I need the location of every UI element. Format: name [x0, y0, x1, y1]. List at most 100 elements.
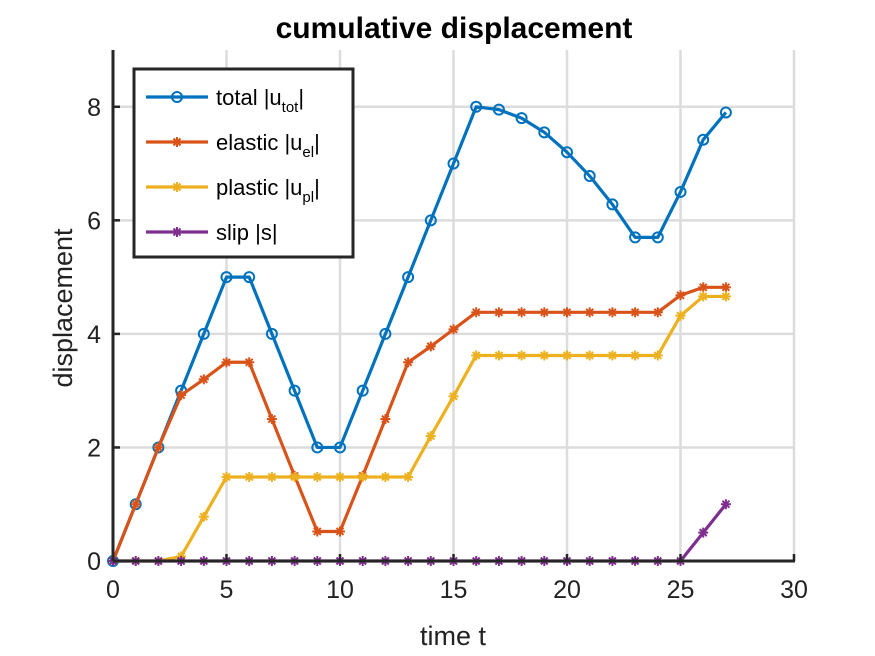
legend-label-2: plastic |upl|	[216, 175, 320, 206]
series-2-point-13	[403, 471, 414, 482]
series-1-point-2	[153, 442, 164, 453]
series-0-point-10	[334, 441, 346, 454]
series-1-point-23	[630, 307, 641, 318]
legend-label-end-1: |	[314, 130, 320, 155]
series-1-point-1	[130, 499, 141, 510]
legend-swatch-marker-3	[172, 227, 182, 237]
series-2-point-11	[357, 471, 368, 482]
series-1-point-12	[380, 414, 391, 425]
legend-box	[132, 67, 355, 259]
series-0-point-18	[515, 112, 528, 125]
legend-label-main-2: plastic |u	[216, 175, 302, 200]
series-0-point-4	[197, 327, 210, 340]
series-0-point-17	[492, 103, 505, 116]
series-1-point-6	[244, 357, 255, 368]
series-2-point-24	[652, 350, 663, 361]
legend-label-main-0: total |u	[216, 85, 282, 110]
series-1-point-21	[584, 307, 595, 318]
series-0-point-20	[561, 146, 573, 159]
series-line-0	[111, 105, 728, 562]
series-0-point-23	[629, 231, 642, 244]
series-1-point-3	[176, 390, 187, 401]
x-tick-label-1: 5	[220, 576, 234, 604]
series-1-point-7	[266, 414, 277, 425]
x-tick-label-5: 25	[667, 576, 695, 604]
series-0-point-19	[538, 126, 551, 139]
series-1-point-17	[493, 307, 504, 318]
series-2-point-7	[266, 471, 277, 482]
legend-item-3: slip |s|	[146, 220, 278, 245]
legend-swatch-marker-0	[171, 91, 183, 103]
legend-item-1: elastic |uel|	[146, 130, 320, 161]
series-2-point-5	[221, 471, 232, 482]
series-3-point-27	[720, 499, 731, 510]
y-tick-label-1: 2	[87, 434, 101, 462]
series-1-point-19	[539, 307, 550, 318]
series-0-point-5	[220, 271, 233, 284]
legend-label-sub-2: pl	[302, 189, 314, 206]
series-0-point-24	[651, 231, 664, 244]
series-1-point-4	[198, 374, 209, 385]
series-0-point-16	[470, 100, 483, 113]
series-0-point-8	[288, 384, 301, 397]
legend-label-sub-1: el	[302, 144, 314, 161]
series-2-point-21	[584, 350, 595, 361]
series-2-point-4	[198, 511, 209, 522]
series-0-point-9	[311, 441, 324, 454]
series-2-point-18	[516, 350, 527, 361]
series-2-point-22	[607, 350, 618, 361]
legend-label-sub-0: tot	[282, 99, 300, 116]
series-1-point-20	[562, 307, 572, 318]
chart-title: cumulative displacement	[276, 12, 633, 45]
series-0-point-12	[379, 327, 392, 340]
y-tick-label-3: 6	[87, 207, 101, 235]
x-axis-label: time t	[420, 621, 487, 651]
series-1-point-27	[720, 282, 731, 293]
x-tick-label-6: 30	[780, 576, 808, 604]
series-0-point-7	[265, 327, 278, 340]
series-0-point-15	[447, 157, 460, 170]
legend-label-0: total |utot|	[216, 85, 304, 116]
series-1-point-14	[425, 341, 436, 352]
series-1-point-24	[652, 307, 663, 318]
series-0-point-21	[583, 170, 596, 183]
x-tick-label-3: 15	[440, 576, 468, 604]
series-1-point-22	[607, 307, 618, 318]
series-line-1	[111, 285, 726, 562]
series-1-point-16	[471, 307, 482, 318]
legend-label-1: elastic |uel|	[216, 130, 320, 161]
legend-label-3: slip |s|	[216, 220, 278, 245]
tick-labels: 0 5 10 15 20 25 30 0 2 4 6 8	[87, 94, 808, 604]
x-tick-label-2: 10	[326, 576, 354, 604]
legend-label-end-0: |	[298, 85, 304, 110]
series-2-point-6	[244, 471, 255, 482]
legend-label-end-2: |	[314, 175, 320, 200]
series-2-point-23	[630, 350, 641, 361]
series-1-point-9	[312, 526, 323, 537]
y-tick-label-2: 4	[87, 321, 101, 349]
series-line-2	[113, 294, 726, 563]
legend: total |utot|elastic |uel|plastic |upl|sl…	[132, 67, 355, 259]
series-0-point-13	[402, 271, 415, 284]
series-1-point-10	[335, 526, 345, 537]
legend-item-2: plastic |upl|	[146, 175, 320, 206]
series-2-point-17	[493, 350, 504, 361]
y-axis-label: displacement	[48, 228, 78, 388]
legend-label-main-1: elastic |u	[216, 130, 302, 155]
legend-swatch-marker-1	[172, 137, 182, 147]
series-1-point-5	[221, 357, 232, 368]
series-2-point-10	[335, 471, 345, 482]
series-0-point-25	[674, 185, 687, 198]
series-0-point-11	[356, 384, 369, 397]
x-tick-label-4: 20	[553, 576, 581, 604]
series-2-point-14	[425, 431, 436, 442]
y-tick-label-0: 0	[87, 548, 101, 576]
series-1-point-18	[516, 307, 527, 318]
legend-item-0: total |utot|	[146, 85, 304, 116]
series-1-point-15	[448, 324, 459, 335]
series-2-point-16	[471, 350, 482, 361]
series-2-point-15	[448, 391, 459, 402]
series-2-point-26	[698, 291, 709, 302]
